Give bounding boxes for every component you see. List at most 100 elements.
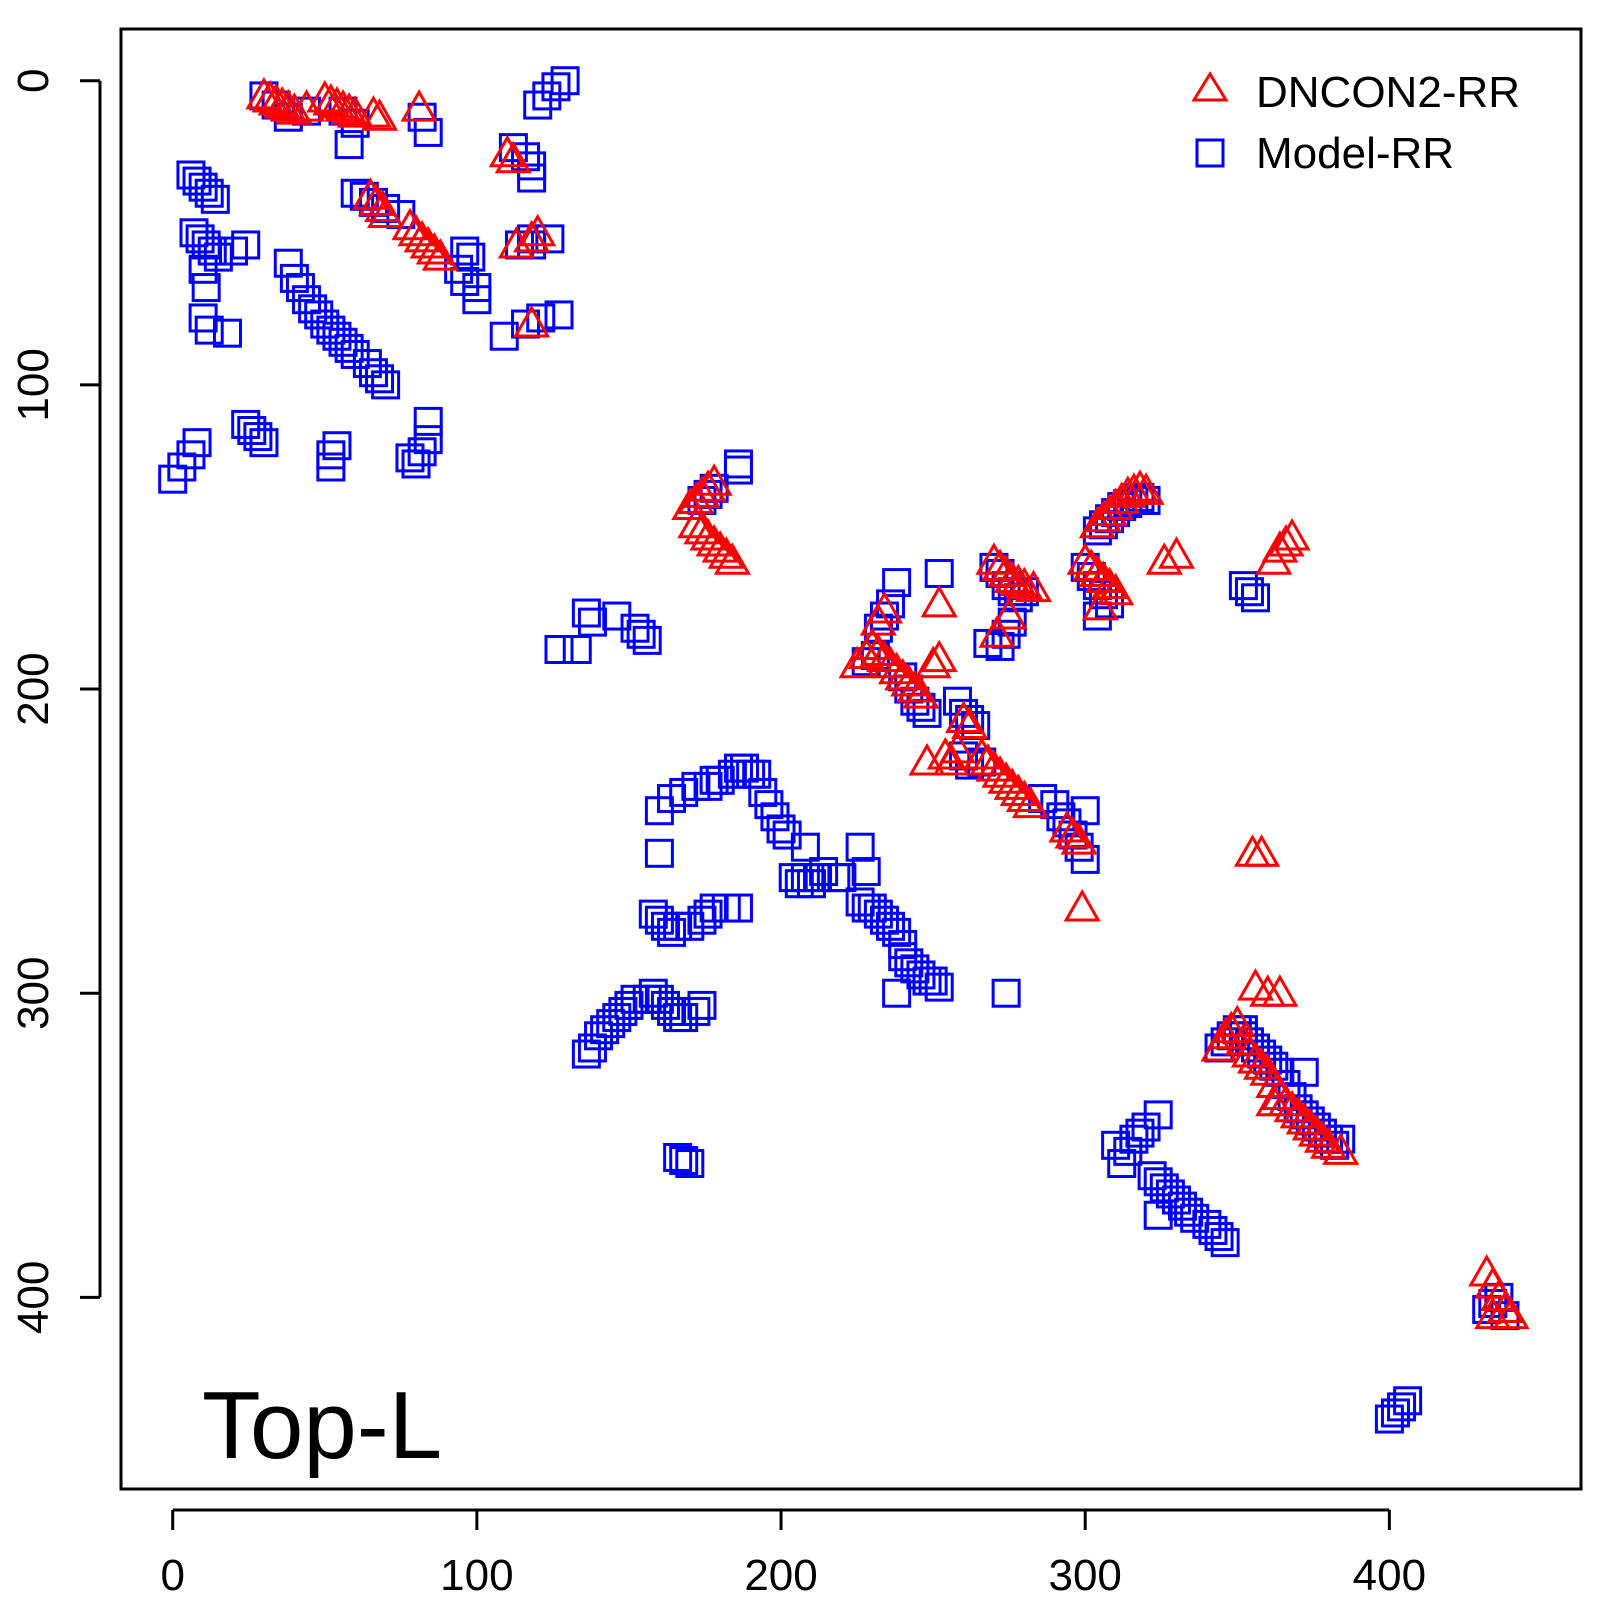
dncon2-rr-point (1084, 560, 1123, 594)
dncon2-rr-point (269, 89, 307, 122)
x-tick-label: 300 (1048, 1551, 1121, 1600)
model-rr-point (544, 300, 574, 330)
model-rr-point (699, 765, 729, 795)
model-rr-point (1289, 1057, 1319, 1087)
model-rr-point (413, 117, 443, 147)
model-rr-point (803, 863, 833, 893)
dncon2-rr-point (1145, 542, 1183, 575)
model-rr-point (517, 163, 547, 193)
model-rr-point (827, 863, 857, 893)
model-rr-point (365, 364, 395, 394)
model-rr-point (243, 422, 273, 452)
dncon2-rr-point (969, 743, 1007, 776)
legend-label-model: Model-RR (1256, 129, 1454, 178)
dncon2-rr-point (890, 663, 928, 697)
model-rr-point (188, 254, 218, 284)
dncon2-rr-point (1103, 481, 1141, 514)
x-tick-label: 0 (160, 1551, 184, 1600)
dncon2-rr-point (859, 633, 897, 667)
model-rr-point (644, 838, 674, 868)
dncon2-rr-point (1060, 822, 1098, 855)
axes-layer: 0 100 200 300 400 0 100 200 300 400 (9, 68, 1426, 1600)
model-rr-point (1393, 1386, 1423, 1416)
model-rr-point (571, 598, 601, 628)
x-tick-label: 100 (440, 1551, 513, 1600)
model-rr-point (766, 814, 796, 844)
dncon2-rr-point (1078, 554, 1116, 587)
dncon2-rr-point (896, 670, 934, 703)
model-rr-point (626, 619, 656, 649)
dncon2-rr-point (1322, 1132, 1360, 1165)
dncon2-rr-point (275, 92, 313, 125)
dncon2-rr-point (1230, 1035, 1269, 1068)
model-rr-point (693, 899, 723, 929)
dncon2-rr-point (397, 213, 435, 247)
model-rr-point (1125, 1118, 1155, 1148)
legend-label-dncon2: DNCON2-RR (1256, 68, 1520, 117)
dncon2-rr-point (513, 219, 551, 253)
legend-marker-model (1195, 138, 1225, 168)
dncon2-rr-point (1066, 542, 1104, 575)
dncon2-rr-point (884, 657, 922, 691)
model-rr-point (1143, 1100, 1173, 1130)
model-rr-point (194, 315, 224, 345)
panel-label: Top-L (202, 1372, 442, 1479)
dncon2-rr-point (360, 98, 399, 131)
dncon2-rr-point (1078, 505, 1116, 539)
model-rr-point (687, 990, 717, 1020)
model-rr-point (413, 425, 443, 455)
dncon2-rr-point (1090, 493, 1129, 527)
dncon2-rr-point (519, 213, 557, 247)
model-rr-point (316, 452, 346, 482)
dncon2-rr-point (695, 524, 733, 557)
dncon2-rr-point (713, 542, 751, 575)
dncon2-rr-point (920, 639, 958, 673)
model-rr-point (544, 635, 574, 664)
model-rr-point (212, 318, 242, 348)
y-tick-label: 0 (9, 68, 58, 92)
dncon2-rr-point (1206, 1016, 1244, 1050)
dncon2-rr-point (1261, 1077, 1299, 1111)
dncon2-rr-point (975, 542, 1013, 575)
model-rr-point (851, 857, 881, 887)
dncon2-rr-point (902, 676, 940, 709)
dncon2-rr-point (689, 469, 727, 502)
dncon2-rr-point (1297, 1114, 1335, 1147)
dncon2-rr-point (1255, 542, 1293, 575)
model-rr-point (1204, 1222, 1234, 1252)
model-rr-point (334, 130, 364, 160)
dncon2-rr-point (403, 219, 441, 253)
dncon2-rr-point (1063, 889, 1101, 922)
dncon2-rr-point (951, 706, 989, 740)
dncon2-rr-point (1048, 809, 1086, 843)
dncon2-rr-point (1474, 1296, 1512, 1330)
dncon2-rr-point (1261, 974, 1299, 1007)
dncon2-rr-point (1212, 1010, 1250, 1044)
model-rr-point (532, 81, 562, 111)
model-rr-point (1070, 796, 1100, 826)
x-tick-label: 400 (1353, 1551, 1426, 1600)
model-rr-point (334, 333, 364, 363)
dncon2-rr-point (1011, 785, 1050, 819)
dncon2-rr-point (400, 89, 438, 122)
dncon2-rr-point (1084, 499, 1123, 533)
dncon2-rr-point (415, 232, 453, 265)
dncon2-rr-point (871, 645, 910, 679)
model-rr-point (845, 832, 875, 862)
dncon2-rr-point (993, 767, 1031, 800)
model-rr-point (191, 273, 221, 303)
dncon2-rr-point (978, 615, 1016, 648)
legend: DNCON2-RR Model-RR (1191, 68, 1520, 178)
dncon2-rr-point (975, 749, 1013, 782)
model-rr-point (231, 230, 261, 260)
dncon2-rr-point (336, 95, 374, 128)
model-rr-point (1210, 1228, 1240, 1258)
dncon2-rr-point (1267, 524, 1305, 557)
dncon2-rr-point (853, 627, 891, 660)
dncon2-rr-point (391, 207, 429, 241)
dncon2-rr-point (494, 140, 532, 174)
dncon2-rr-point (1072, 548, 1110, 581)
dncon2-rr-point (677, 505, 715, 539)
points-layer (158, 66, 1530, 1434)
